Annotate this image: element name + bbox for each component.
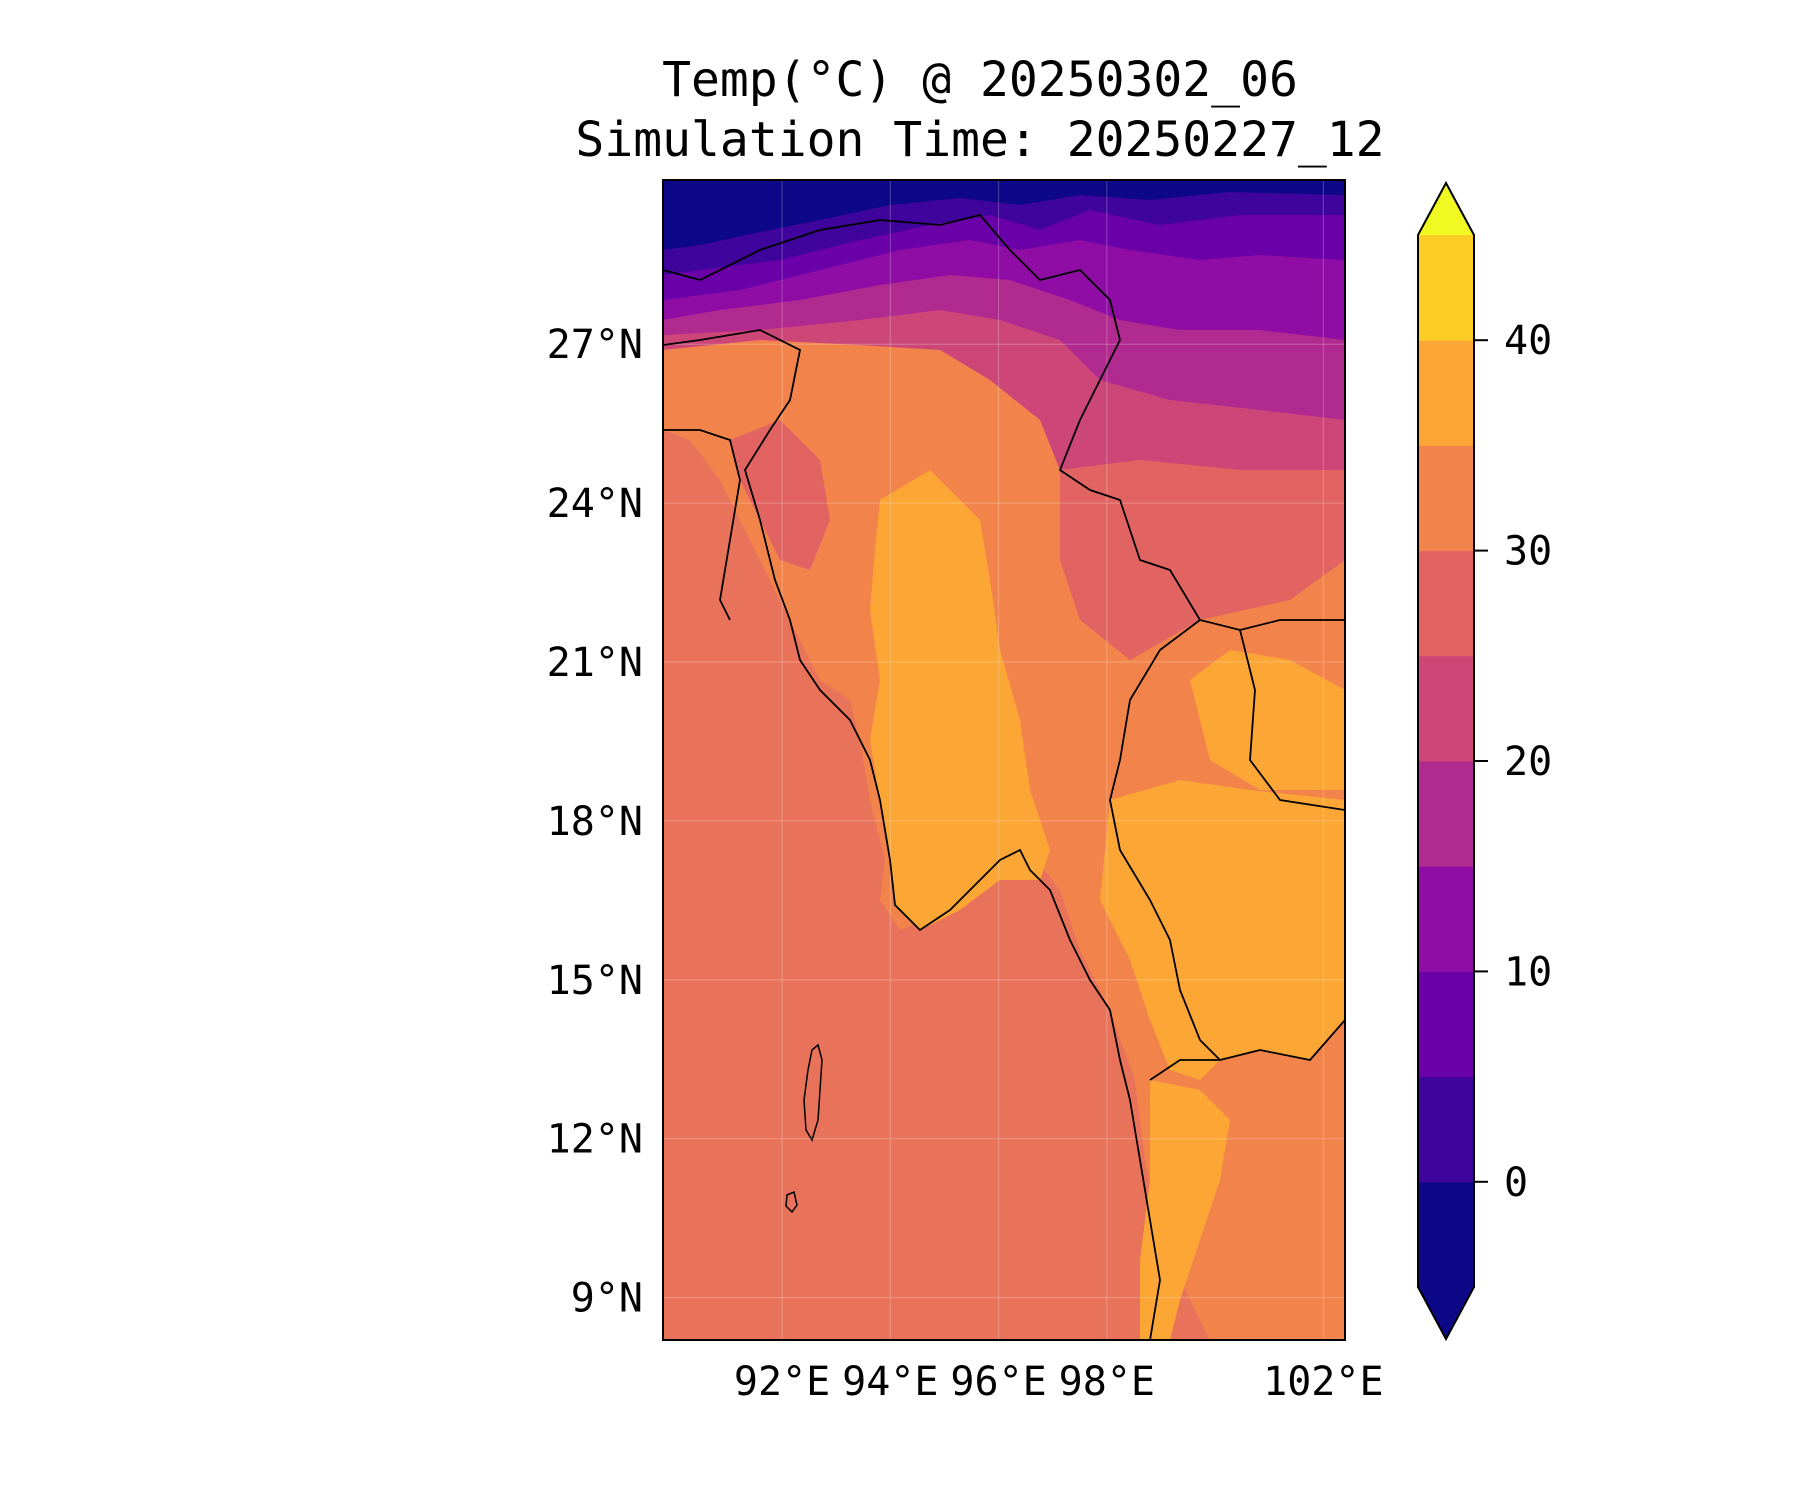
western-hills <box>730 420 830 570</box>
myanmar-coastline <box>663 329 1161 1340</box>
thai-border <box>1109 619 1221 1061</box>
lat-tick-label: 27°N <box>547 322 643 368</box>
colorbar-segment <box>1418 235 1474 341</box>
colorbar-tick-label: 30 <box>1504 529 1552 575</box>
colorbar-segment <box>1418 655 1474 762</box>
colorbar-segment <box>1418 761 1474 867</box>
lon-tick-label: 98°E <box>1059 1359 1155 1405</box>
lon-ticks: 92°E 94°E 96°E 98°E 102°E <box>734 1359 1384 1405</box>
north-band-minus5 <box>663 180 1345 250</box>
thailand-lowlands <box>1100 780 1345 1080</box>
lon-tick-label: 92°E <box>734 1359 830 1405</box>
colorbar-segment <box>1418 550 1474 657</box>
lat-tick-label: 18°N <box>547 799 643 845</box>
colorbar-segment <box>1418 1181 1474 1288</box>
colorbar-segment <box>1418 445 1474 552</box>
colorbar-segment <box>1418 1076 1474 1183</box>
lon-tick-label: 94°E <box>842 1359 938 1405</box>
gridlines <box>663 180 1345 1340</box>
eastern-highlands <box>1060 460 1345 660</box>
map-frame <box>662 179 1346 1341</box>
colorbar-extend-min <box>1418 1287 1474 1339</box>
andaman-islands <box>803 1043 823 1142</box>
lat-tick-label: 21°N <box>547 640 643 686</box>
lon-tick-label: 102°E <box>1263 1359 1383 1405</box>
gulf-coast-warm <box>1140 1080 1230 1340</box>
coastlines-and-borders <box>663 213 1345 1340</box>
lat-tick-label: 9°N <box>571 1276 643 1322</box>
colorbar-tick-label: 40 <box>1504 318 1552 364</box>
lat-ticks: 27°N 24°N 21°N 18°N 15°N 12°N 9°N <box>547 322 643 1321</box>
colorbar-segment <box>1418 866 1474 972</box>
colorbar-segment <box>1418 340 1474 446</box>
laos-border <box>1239 629 1345 811</box>
colorbar-outline <box>1417 180 1475 1342</box>
colorbar-tick-label: 0 <box>1504 1160 1528 1206</box>
lat-tick-label: 15°N <box>547 958 643 1004</box>
title-line-1: Temp(°C) @ 20250302_06 <box>662 52 1298 108</box>
map-panel <box>663 180 1345 1340</box>
east-inland-warm <box>1190 650 1345 790</box>
colorbar: 40 30 20 10 0 <box>1417 180 1552 1342</box>
colorbar-extend-max <box>1418 183 1474 235</box>
lat-tick-label: 12°N <box>547 1117 643 1163</box>
nicobar-island <box>785 1190 798 1214</box>
northern-border <box>663 213 1345 631</box>
colorbar-tick-label: 20 <box>1504 739 1552 785</box>
central-dry-zone <box>870 470 1050 930</box>
colorbar-tick-label: 10 <box>1504 949 1552 995</box>
lat-tick-label: 24°N <box>547 481 643 527</box>
andaman-coast <box>1149 1019 1345 1081</box>
title-line-2: Simulation Time: 20250227_12 <box>575 112 1384 168</box>
colorbar-segment <box>1418 971 1474 1078</box>
bangladesh-border <box>663 429 741 621</box>
lon-tick-label: 96°E <box>950 1359 1046 1405</box>
